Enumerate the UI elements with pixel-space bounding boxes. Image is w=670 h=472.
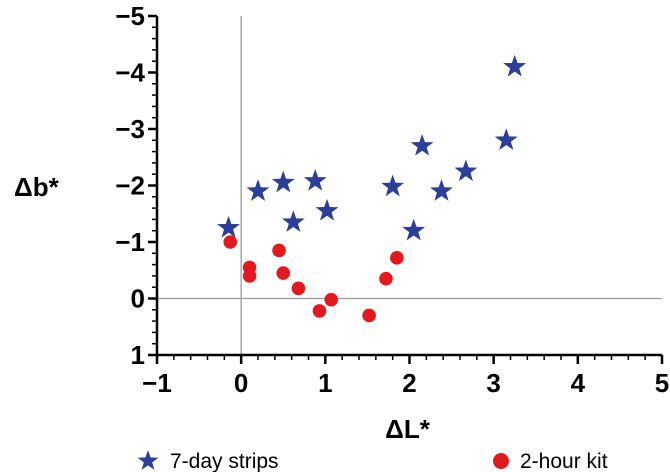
x-tick-label: 4 [571,368,586,398]
data-point-circle [291,281,306,296]
data-point-star [454,159,478,182]
x-tick-label: 0 [234,368,248,398]
data-point-star [430,179,453,201]
data-point-circle [276,266,291,280]
data-point-star [271,170,295,193]
data-point-star [281,210,305,232]
x-axis-title: ΔL* [385,414,431,444]
y-tick-label: −1 [115,227,145,257]
legend-marker-star [137,450,159,470]
data-point-star [410,133,434,156]
data-point-star [303,168,327,191]
data-point-star [503,54,527,77]
data-point-star [315,198,339,221]
x-tick-label: −1 [142,368,172,398]
data-point-circle [390,251,404,265]
y-tick-label: −3 [115,114,145,144]
data-point-circle [272,243,286,258]
y-tick-label: 1 [131,340,145,370]
x-tick-label: 5 [655,368,669,398]
data-point-circle [242,269,257,283]
x-tick-label: 1 [318,368,332,398]
data-point-circle [362,308,376,323]
y-axis-title: Δb* [14,172,60,202]
y-tick-label: −4 [115,58,145,88]
data-point-star [402,218,426,241]
data-point-circle [324,292,339,307]
legend-label: 7-day strips [170,450,279,472]
data-point-star [381,174,405,197]
y-tick-label: 0 [131,284,145,314]
legend-label: 2-hour kit [520,450,608,472]
y-tick-label: −2 [115,171,145,201]
data-point-star [217,215,240,238]
x-tick-label: 3 [486,368,500,398]
data-point-circle [312,304,327,318]
data-point-circle [223,235,238,249]
data-point-circle [379,271,393,286]
x-tick-label: 2 [402,368,416,398]
data-point-star [246,179,270,201]
legend-marker-circle [493,453,509,469]
y-tick-label: −5 [115,1,145,31]
data-point-star [494,128,518,151]
